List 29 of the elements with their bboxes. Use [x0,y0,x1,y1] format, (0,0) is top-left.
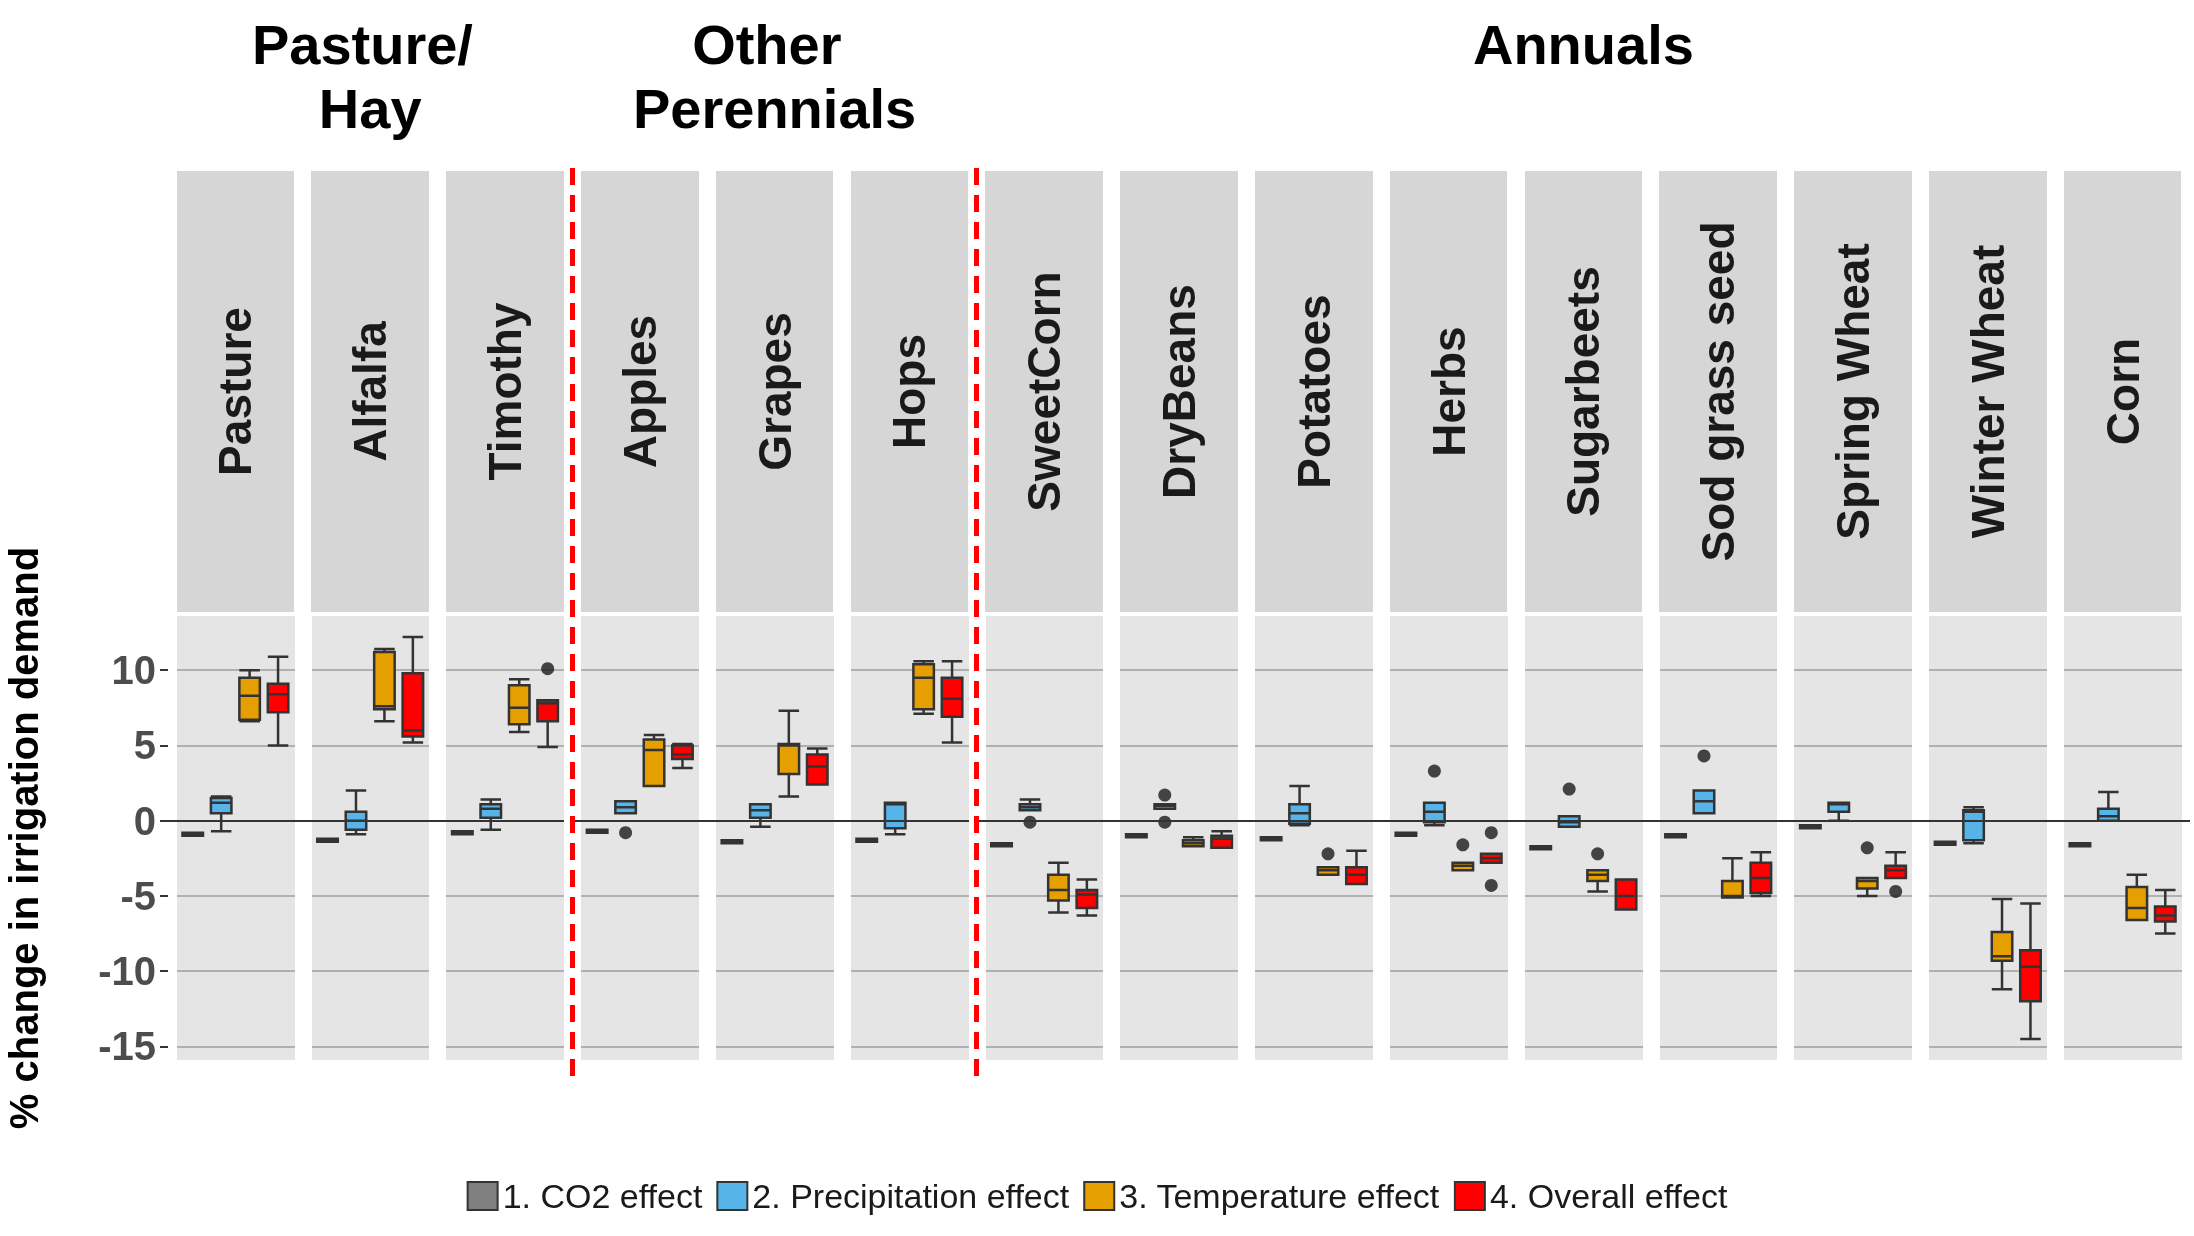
y-tick-label: -5 [120,873,156,918]
y-tick-label: 5 [133,723,156,768]
x-tick-label: DryBeans [1153,284,1205,499]
y-tick-label: -15 [98,1024,156,1069]
x-tick-label: Sod grass seed [1692,221,1745,562]
chart-title: Other Perennials [632,12,917,140]
x-tick-label: Winter Wheat [1961,244,2014,539]
legend-label: 3. Temperature effect [1119,1177,1440,1215]
x-tick-label: Hops [883,334,936,449]
x-tick-label: Sugarbeets [1557,266,1610,517]
chart-title: Annuals [1472,12,1694,76]
y-tick-label: 0 [133,798,156,843]
chart-title: Pasture/ Hay [251,12,489,140]
y-tick-label: -10 [98,949,156,994]
x-tick-label: Pasture [209,307,262,476]
x-tick-label: Alfalfa [344,320,397,462]
legend-label: 2. Precipitation effect [752,1177,1070,1215]
x-tick-label: Potatoes [1287,294,1340,489]
x-tick-label: Timothy [479,302,531,481]
x-tick-label: Herbs [1422,326,1475,457]
y-axis-title: % change in irrigation demand [2,546,46,1130]
legend-label: 4. Overall effect [1489,1177,1728,1215]
x-tick-label: Grapes [748,312,801,471]
x-tick-label: SweetCorn [1018,271,1071,512]
legend-label: 1. CO2 effect [502,1177,703,1215]
x-tick-label: Corn [2096,337,2149,446]
y-tick-label: 10 [111,648,156,693]
x-tick-label: Spring Wheat [1827,243,1879,540]
x-tick-label: Apples [613,314,666,469]
